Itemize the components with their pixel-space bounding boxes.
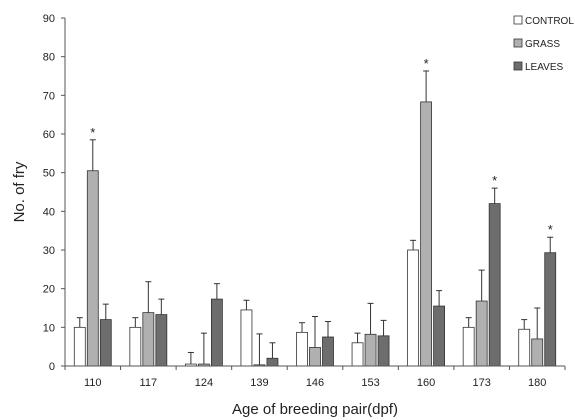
y-tick-label: 60 bbox=[43, 129, 55, 141]
bar-control-173 bbox=[462, 326, 475, 367]
y-axis-title: No. of fry bbox=[11, 161, 28, 222]
bar-leaves-146 bbox=[322, 336, 334, 367]
x-tick-label: 110 bbox=[84, 377, 102, 389]
bar-control-180 bbox=[518, 328, 531, 367]
error-bars bbox=[76, 70, 554, 365]
bar-control-153 bbox=[351, 342, 364, 367]
y-tick-label: 80 bbox=[43, 52, 55, 64]
bar-grass-173 bbox=[475, 300, 488, 367]
bar-leaves-139 bbox=[266, 357, 279, 367]
x-tick-label: 146 bbox=[306, 377, 324, 389]
significance-marker: * bbox=[424, 56, 429, 71]
y-tick-label: 20 bbox=[43, 284, 55, 296]
legend-label-control: CONTROL bbox=[525, 16, 574, 27]
bar-grass-153 bbox=[364, 333, 377, 367]
x-tick-label: 139 bbox=[250, 377, 268, 389]
axes: 0 10 20 30 40 50 60 70 80 90 110 117 124 139 146 153 160… bbox=[43, 13, 566, 389]
legend: CONTROL GRASS LEAVES bbox=[513, 15, 574, 73]
significance-markers: * * * * bbox=[90, 56, 553, 237]
x-tick-label: 124 bbox=[195, 377, 213, 389]
bar-control-110 bbox=[73, 326, 86, 367]
x-tick-label: 160 bbox=[417, 377, 435, 389]
bar-control-160 bbox=[407, 249, 420, 367]
x-tick-label: 117 bbox=[140, 377, 158, 389]
bar-control-117 bbox=[129, 326, 142, 367]
x-tick-label: 173 bbox=[472, 377, 490, 389]
bar-grass-117 bbox=[142, 312, 155, 367]
x-axis-title: Age of breeding pair(dpf) bbox=[232, 401, 398, 418]
bar-leaves-173 bbox=[488, 203, 501, 367]
bars bbox=[73, 101, 557, 367]
bar-grass-110 bbox=[86, 170, 99, 367]
bar-control-146 bbox=[296, 331, 308, 367]
x-tick-label: 180 bbox=[528, 377, 546, 389]
significance-marker: * bbox=[90, 125, 95, 140]
legend-label-leaves: LEAVES bbox=[525, 62, 563, 73]
y-tick-label: 90 bbox=[43, 13, 55, 25]
y-tick-label: 40 bbox=[43, 206, 55, 218]
bar-leaves-153 bbox=[377, 335, 390, 367]
bar-grass-146 bbox=[309, 347, 321, 367]
bar-leaves-160 bbox=[433, 305, 446, 367]
bar-leaves-117 bbox=[155, 314, 168, 367]
y-tick-label: 50 bbox=[43, 168, 55, 180]
significance-marker: * bbox=[548, 222, 553, 237]
bar-control-139 bbox=[240, 309, 253, 367]
legend-label-grass: GRASS bbox=[525, 39, 560, 50]
bar-grass-180 bbox=[531, 338, 544, 367]
bar-grass-160 bbox=[420, 101, 433, 367]
y-tick-label: 70 bbox=[43, 90, 55, 102]
y-tick-label: 10 bbox=[43, 322, 55, 334]
significance-marker: * bbox=[492, 173, 497, 188]
bar-leaves-180 bbox=[544, 252, 557, 367]
y-tick-label: 0 bbox=[49, 361, 55, 373]
legend-swatch-control bbox=[513, 15, 523, 25]
bar-leaves-110 bbox=[99, 319, 112, 367]
bar-leaves-124 bbox=[210, 298, 223, 367]
x-tick-label: 153 bbox=[361, 377, 379, 389]
legend-swatch-grass bbox=[513, 38, 523, 48]
legend-swatch-leaves bbox=[513, 61, 523, 71]
y-tick-label: 30 bbox=[43, 245, 55, 257]
